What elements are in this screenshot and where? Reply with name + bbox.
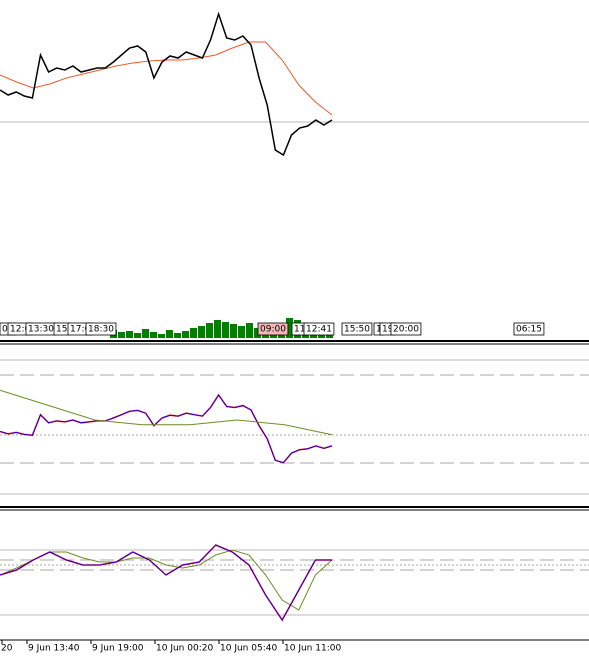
time-label: 10 Jun 00:20	[156, 644, 213, 654]
tag-label: 12:41	[306, 325, 332, 335]
time-tag: 18:30	[85, 322, 117, 336]
price-line	[0, 11, 333, 157]
tag-label: 13:30	[28, 325, 54, 335]
panel1-line	[0, 394, 333, 464]
volume-bar	[198, 326, 205, 338]
tag-label: 11	[294, 325, 305, 335]
tag-box	[303, 322, 335, 336]
volume-bar	[254, 328, 261, 338]
time-tag: 15:50	[341, 322, 373, 336]
volume-bar	[166, 330, 173, 338]
tag-box	[85, 322, 117, 336]
panel2-signal	[0, 549, 333, 611]
tag-label: 19	[382, 325, 394, 335]
volume-bar	[286, 318, 293, 338]
panel2-osc	[0, 544, 332, 621]
volume-bar	[246, 323, 253, 338]
tag-label: 18:30	[88, 325, 114, 335]
volume-bar	[126, 331, 133, 338]
volume-bar	[238, 326, 245, 338]
tag-label: 12:0	[10, 325, 30, 335]
volume-bar	[190, 328, 197, 338]
volume-bar	[206, 323, 213, 338]
moving-average	[0, 41, 333, 116]
tag-label: 20:00	[393, 325, 419, 335]
time-label: 20	[1, 644, 13, 654]
volume-bar	[142, 329, 149, 338]
panel1-line-red	[0, 393, 333, 464]
panel1-signal	[0, 389, 333, 436]
volume-bar	[118, 332, 125, 338]
panel2-osc-red	[0, 544, 332, 622]
time-tag: 06:15	[513, 322, 545, 336]
time-tag: 12:41	[303, 322, 335, 336]
time-tag: 20:00	[390, 322, 422, 336]
tag-label: 17:0	[70, 325, 90, 335]
tag-label: 15:50	[344, 325, 370, 335]
tag-box	[257, 322, 289, 336]
volume-bar	[230, 324, 237, 338]
time-label: 9 Jun 19:00	[92, 644, 144, 654]
time-tag: 13:30	[25, 322, 57, 336]
volume-bar	[150, 332, 157, 338]
time-tag: 15	[53, 322, 70, 336]
volume-bar	[182, 331, 189, 338]
time-label: 10 Jun 05:40	[220, 644, 277, 654]
time-label: 10 Jun 11:00	[284, 644, 341, 654]
time-label: 9 Jun 13:40	[28, 644, 80, 654]
volume-bar	[222, 322, 229, 338]
tag-box	[513, 322, 545, 336]
tag-box	[341, 322, 373, 336]
time-tag: 09:00	[257, 322, 289, 336]
tag-label: 09:00	[260, 325, 286, 335]
volume-bar	[158, 334, 165, 338]
volume-bar	[214, 320, 221, 338]
tag-label: 1	[376, 325, 382, 335]
tag-box	[390, 322, 422, 336]
tag-label: 06:15	[516, 325, 542, 335]
volume-bar	[174, 333, 181, 338]
volume-bar	[134, 333, 141, 338]
tag-label: 15	[56, 325, 67, 335]
